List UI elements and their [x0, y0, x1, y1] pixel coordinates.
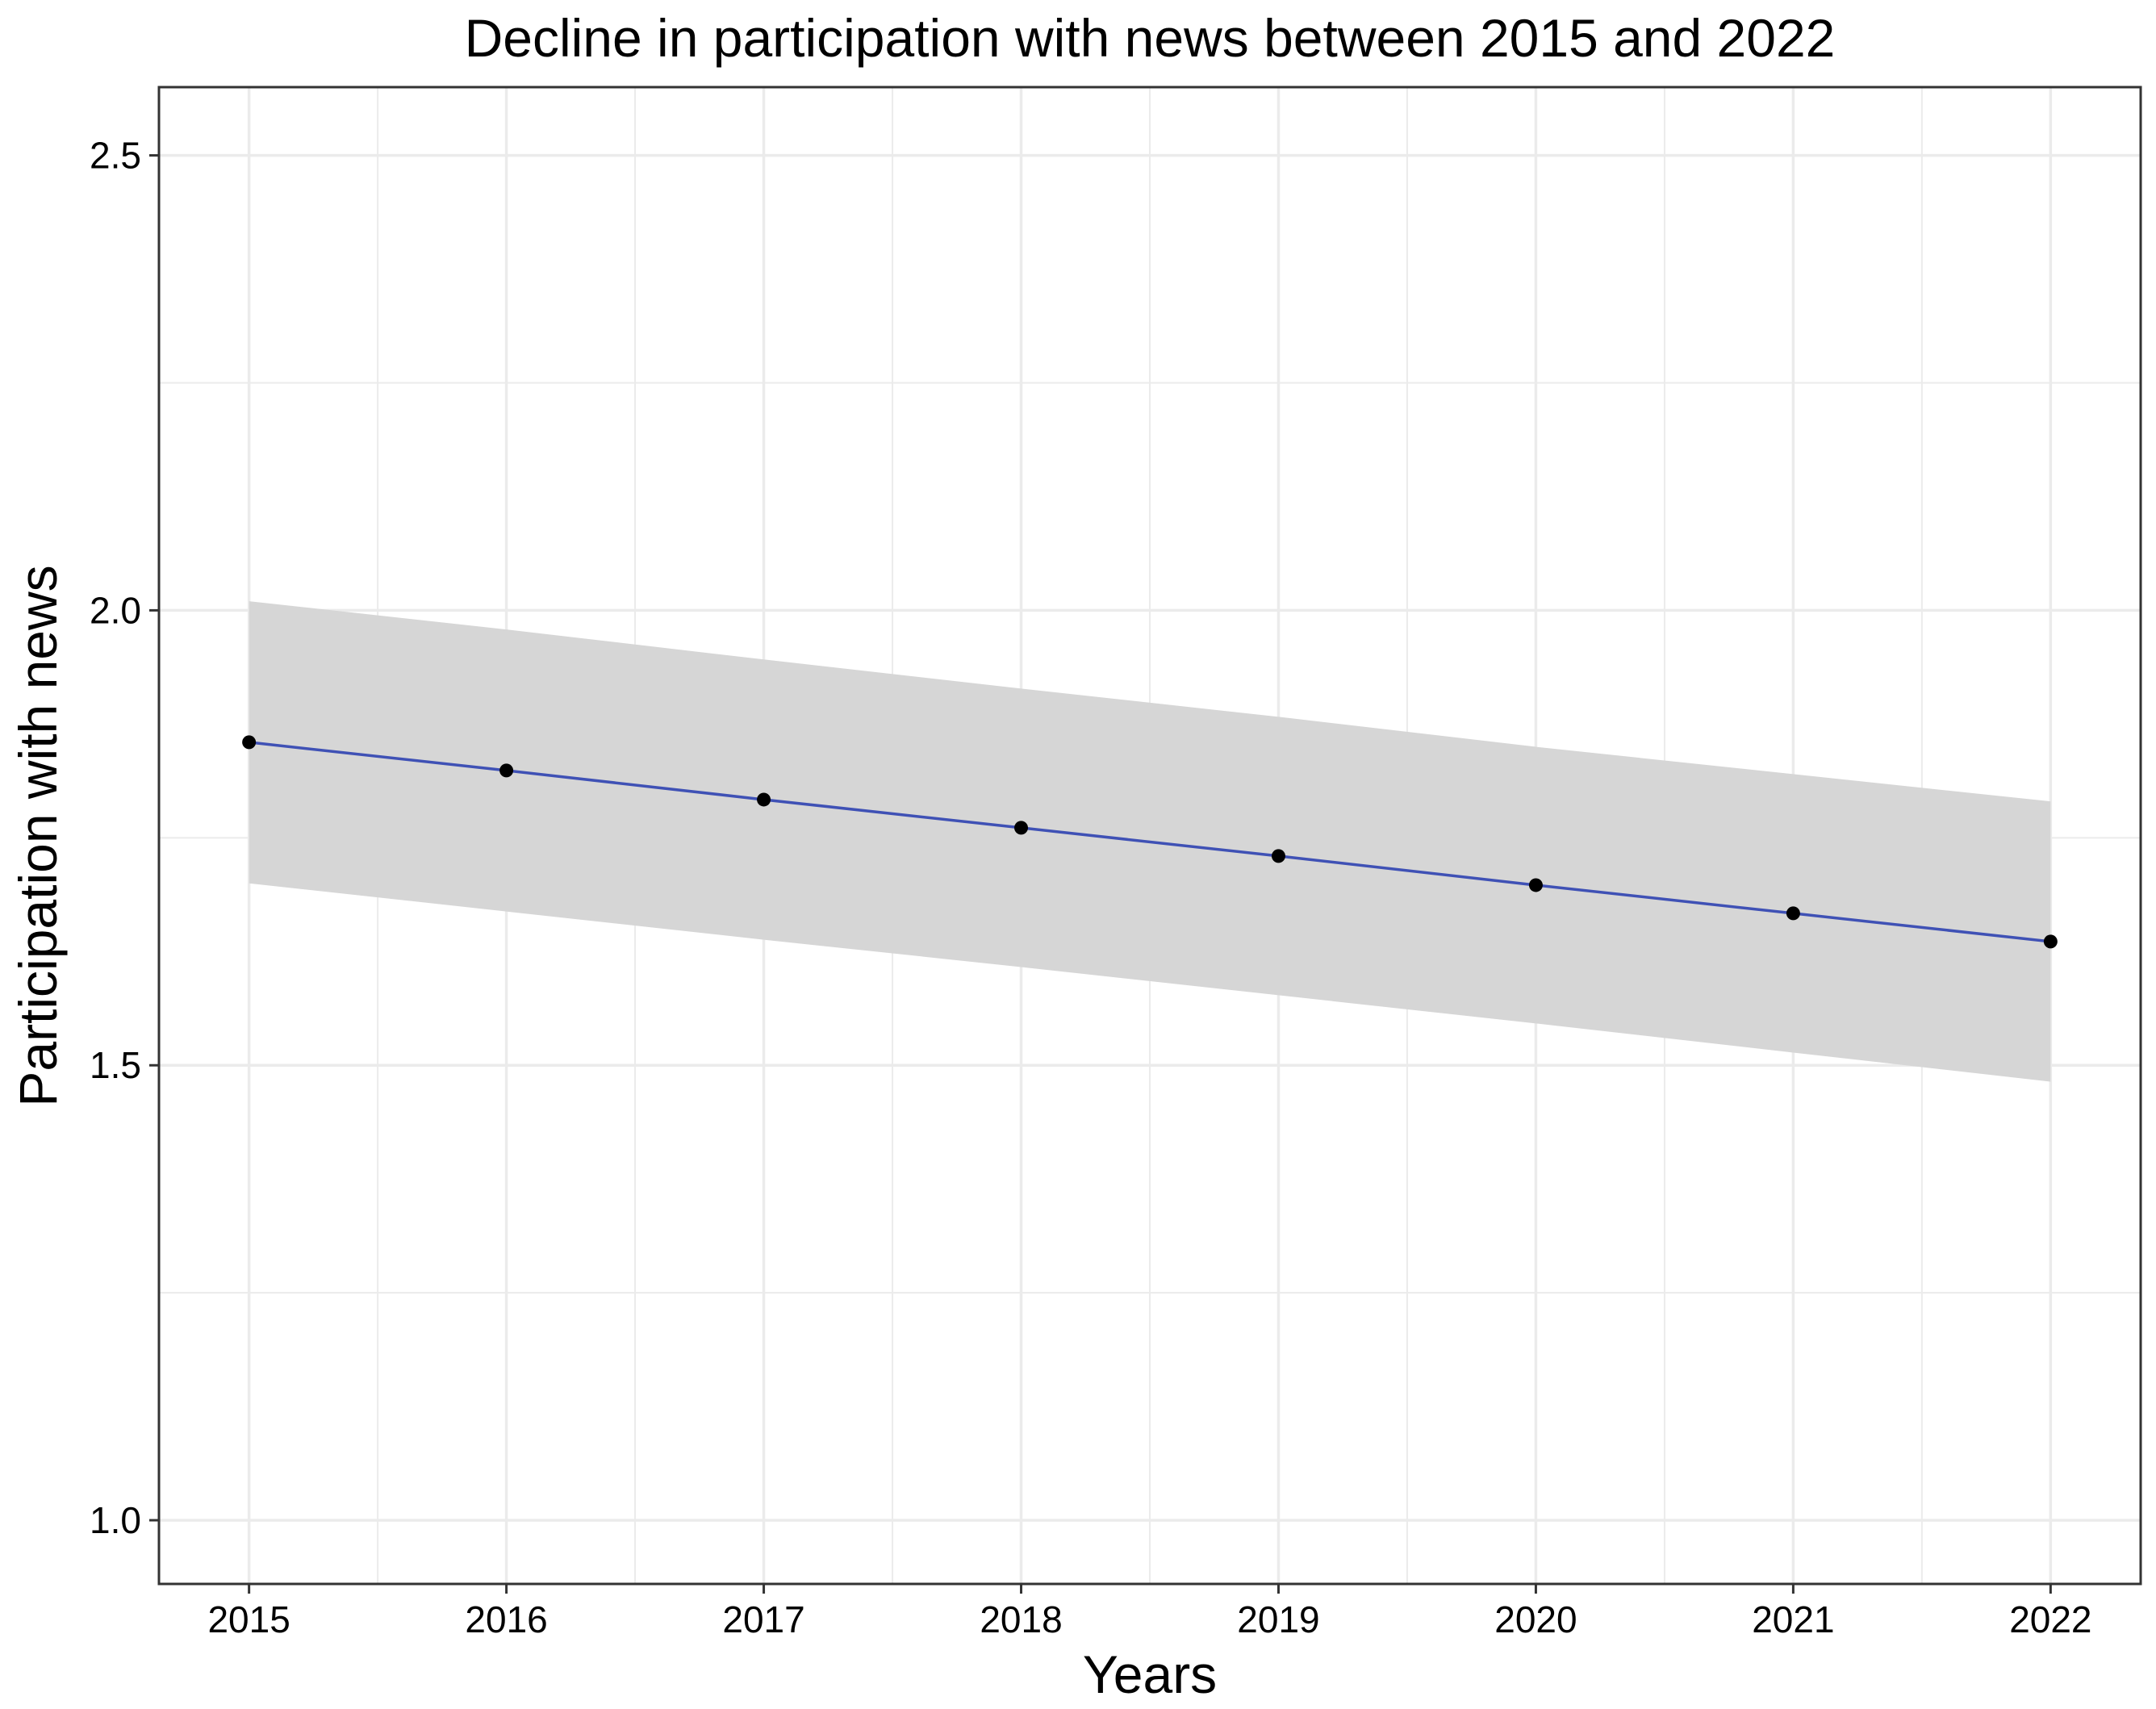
- data-point: [1271, 849, 1285, 863]
- y-tick-label: 1.5: [90, 1044, 141, 1086]
- data-point: [1528, 878, 1543, 892]
- data-point: [499, 763, 514, 778]
- x-tick-label: 2018: [980, 1598, 1062, 1640]
- x-axis: 2015 2016 2017 2018 2019 2020 2021 2022: [207, 1584, 2092, 1640]
- x-tick-label: 2022: [2009, 1598, 2091, 1640]
- series-line: [249, 741, 2051, 943]
- y-tick-label: 2.0: [90, 589, 141, 631]
- y-tick-label: 1.0: [90, 1499, 141, 1541]
- x-tick-label: 2015: [207, 1598, 290, 1640]
- chart-title: Decline in participation with news betwe…: [465, 8, 1836, 68]
- data-point: [1014, 821, 1029, 835]
- x-tick-label: 2016: [465, 1598, 547, 1640]
- x-axis-title: Years: [1083, 1644, 1217, 1704]
- x-tick-label: 2020: [1494, 1598, 1577, 1640]
- data-point: [757, 792, 771, 807]
- y-axis: 1.0 1.5 2.0 2.5: [90, 135, 159, 1541]
- data-point: [2043, 934, 2058, 949]
- x-tick-label: 2019: [1237, 1598, 1319, 1640]
- x-tick-label: 2021: [1752, 1598, 1834, 1640]
- x-tick-label: 2017: [722, 1598, 804, 1640]
- series-line-group: [249, 741, 2051, 943]
- plot-frame: [157, 86, 2142, 1586]
- data-points: [242, 735, 2058, 949]
- data-point: [242, 735, 257, 750]
- data-point: [1786, 906, 1800, 921]
- y-tick-label: 2.5: [90, 135, 141, 177]
- y-axis-title: Participation with news: [8, 565, 68, 1106]
